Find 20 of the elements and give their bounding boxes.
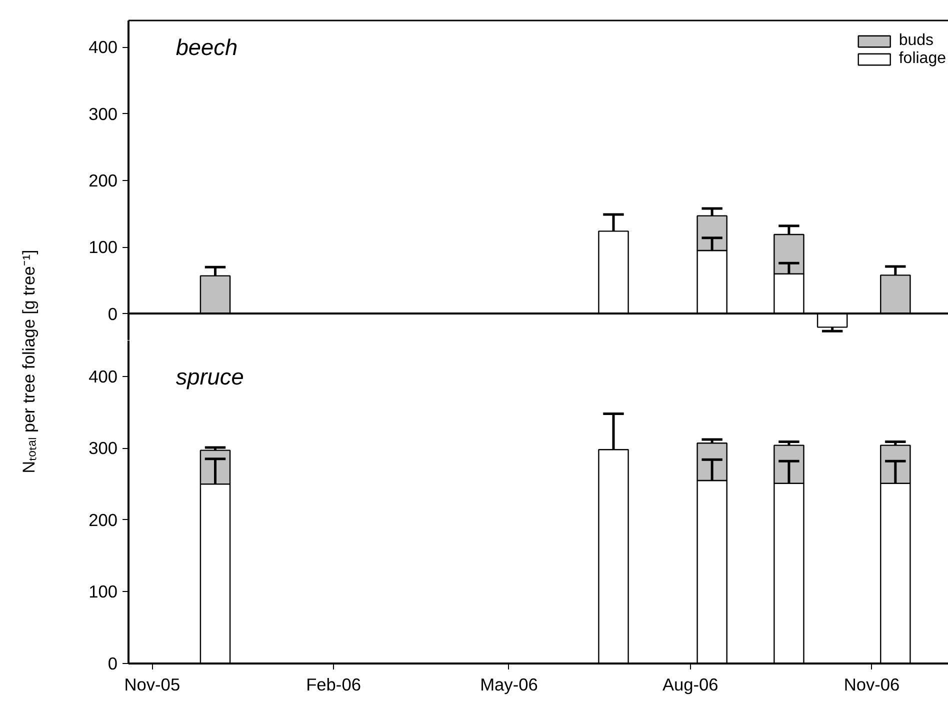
text: spruce [176, 363, 244, 390]
y-tick-label: 100 [88, 582, 118, 602]
y-tick-label: 300 [88, 438, 118, 458]
legend-label: foliage [898, 50, 946, 68]
y-tick-label: 300 [88, 104, 118, 124]
y-tick-label: 200 [88, 170, 118, 190]
legend-label: buds [898, 32, 934, 50]
x-tick-label: May-06 [480, 674, 538, 694]
x-tick-label: Aug-06 [662, 674, 718, 694]
x-tick-label: Nov-06 [844, 674, 900, 694]
x-tick-label: Nov-05 [124, 674, 180, 694]
y-tick-label: 0 [108, 304, 118, 324]
y-tick-label: 400 [88, 37, 118, 58]
y-tick-label: 200 [88, 510, 118, 530]
y-axis-title: Nₜₒₜₐₗ per tree foliage [g tree⁻¹] [18, 250, 40, 474]
y-tick-label: 100 [88, 237, 118, 258]
text: beech [176, 34, 238, 60]
y-tick-label: 400 [88, 366, 118, 386]
y-tick-label: 0 [108, 654, 118, 674]
x-tick-label: Feb-06 [306, 674, 361, 694]
